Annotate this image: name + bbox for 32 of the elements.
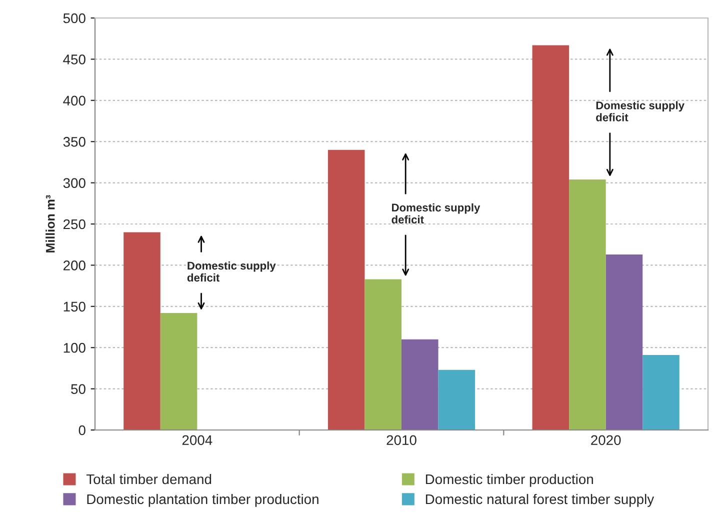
bar: [569, 180, 606, 430]
x-tick-label: 2004: [182, 435, 212, 446]
legend-label: Total timber demand: [86, 474, 212, 484]
y-axis-title: Million m³: [46, 195, 55, 252]
bar: [438, 370, 476, 430]
y-tick-label: 250: [64, 219, 86, 230]
y-tick-label: 450: [63, 54, 86, 64]
y-tick-label: 200: [64, 260, 86, 270]
bar: [642, 355, 680, 430]
legend-label: Domestic timber production: [426, 474, 593, 487]
bar: [124, 232, 160, 430]
y-tick-label: 150: [64, 302, 86, 312]
bar: [402, 339, 438, 430]
bar: [532, 45, 570, 430]
y-tick-label: 350: [63, 136, 86, 147]
annotation: Domestic supply deficit: [596, 101, 684, 122]
bar: [328, 150, 365, 430]
annotation: Domestic supply deficit: [187, 261, 276, 282]
bar: [364, 279, 402, 430]
y-tick-label: 500: [63, 13, 86, 24]
x-tick-label: 2020: [591, 435, 621, 446]
y-tick-label: 300: [63, 178, 86, 188]
annotation: Domestic supply deficit: [392, 203, 480, 224]
y-tick-label: 0: [78, 425, 86, 436]
legend-label: Domestic natural forest timber supply: [426, 494, 654, 507]
x-tick-label: 2010: [386, 435, 416, 446]
y-tick-label: 400: [63, 96, 86, 106]
y-tick-label: 100: [64, 342, 86, 353]
bar: [606, 254, 643, 430]
legend-label: Domestic plantation timber production: [87, 494, 318, 507]
y-tick-label: 50: [71, 384, 86, 394]
bar: [160, 312, 198, 430]
